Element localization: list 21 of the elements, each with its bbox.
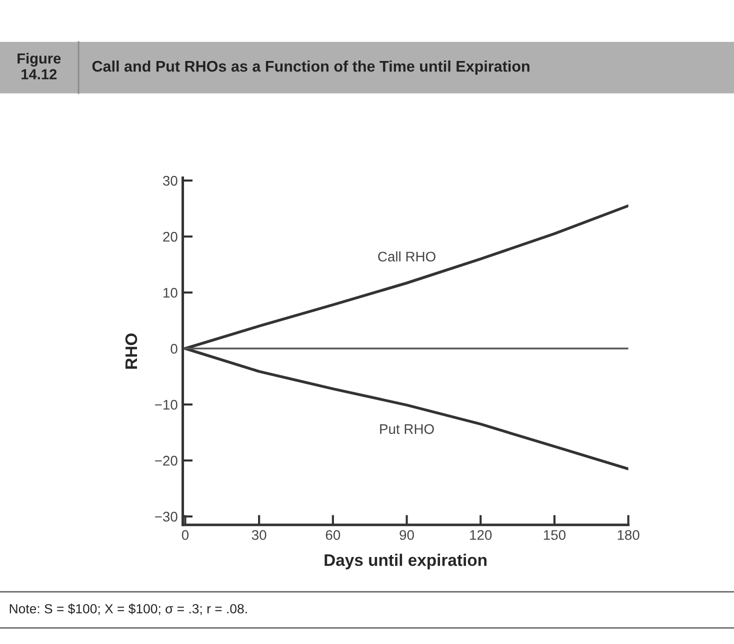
y-tick-label: 30 (162, 176, 178, 186)
x-axis-title: Days until expiration (324, 554, 486, 570)
x-tick-label: 180 (618, 530, 640, 540)
y-tick-label: −20 (155, 456, 178, 466)
y-tick-label: 10 (164, 288, 178, 298)
x-tick-label: 0 (182, 530, 189, 540)
series-label: Put RHO (380, 424, 434, 434)
x-tick-label: 30 (252, 530, 266, 540)
chart-title: Call and Put RHOs as a Function of the Time until Expiration (92, 60, 530, 75)
x-tick-label: 60 (326, 530, 340, 540)
x-tick-label: 120 (470, 530, 492, 540)
y-tick-label: 20 (163, 232, 178, 242)
x-tick-label: 90 (400, 530, 414, 540)
x-tick-label: 150 (544, 530, 566, 540)
y-tick-label: 0 (170, 344, 178, 354)
y-tick-label: −10 (155, 400, 178, 410)
y-tick-label: −30 (155, 512, 178, 522)
y-axis-title: RHO (125, 333, 138, 369)
text: Figure 14.12 (18, 52, 61, 80)
text: Note: S = $100; X = $100; σ = .3; r = .08. (10, 604, 247, 615)
series-label: Call RHO (378, 251, 436, 262)
